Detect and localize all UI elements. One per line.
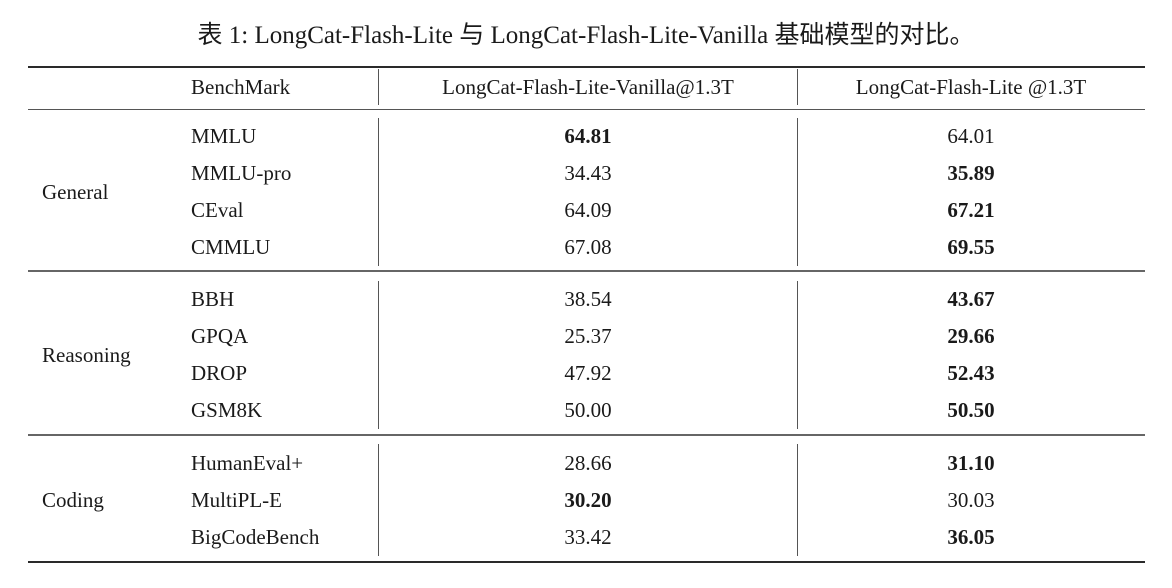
group-label-general: General xyxy=(42,180,109,204)
header-vanilla: LongCat-Flash-Lite-Vanilla@1.3T xyxy=(442,75,734,99)
benchmark-cell: BigCodeBench xyxy=(191,525,320,549)
lite-score: 69.55 xyxy=(947,235,995,259)
divider-1-coding xyxy=(378,444,379,556)
lite-score: 29.66 xyxy=(947,324,995,348)
lite-score: 35.89 xyxy=(947,161,995,185)
lite-score: 43.67 xyxy=(947,287,995,311)
header-divider-2 xyxy=(797,69,798,105)
top-rule xyxy=(28,66,1145,68)
group-rule-2 xyxy=(28,434,1145,436)
benchmark-cell: MultiPL-E xyxy=(191,488,283,512)
benchmark-cell: CEval xyxy=(191,198,244,222)
benchmark-cell: GPQA xyxy=(191,324,249,348)
lite-score: 36.05 xyxy=(947,525,995,549)
lite-score: 52.43 xyxy=(947,361,995,385)
vanilla-score: 38.54 xyxy=(564,287,612,311)
lite-score: 30.03 xyxy=(947,488,995,512)
table-caption: 表 1: LongCat-Flash-Lite 与 LongCat-Flash-… xyxy=(197,22,975,49)
lite-score: 31.10 xyxy=(947,451,995,475)
lite-score: 64.01 xyxy=(947,124,995,148)
vanilla-score: 25.37 xyxy=(564,324,612,348)
divider-1-general xyxy=(378,118,379,266)
vanilla-score: 67.08 xyxy=(564,235,612,259)
group-rule-1 xyxy=(28,270,1145,272)
vanilla-score: 28.66 xyxy=(564,451,612,475)
lite-score: 67.21 xyxy=(947,198,995,222)
group-label-coding: Coding xyxy=(42,488,104,512)
divider-2-reasoning xyxy=(797,281,798,429)
divider-2-coding xyxy=(797,444,798,556)
comparison-table: BenchMark LongCat-Flash-Lite-Vanilla@1.3… xyxy=(28,0,1145,588)
vanilla-score: 34.43 xyxy=(564,161,612,185)
vanilla-score: 50.00 xyxy=(564,398,612,422)
bottom-rule xyxy=(28,561,1145,563)
benchmark-cell: MMLU xyxy=(191,124,257,148)
header-rule xyxy=(28,109,1145,110)
header-divider-1 xyxy=(378,69,379,105)
vanilla-score: 33.42 xyxy=(564,525,612,549)
benchmark-cell: HumanEval+ xyxy=(191,451,304,475)
divider-2-general xyxy=(797,118,798,266)
header-lite: LongCat-Flash-Lite @1.3T xyxy=(855,75,1087,99)
lite-score: 50.50 xyxy=(947,398,995,422)
benchmark-cell: CMMLU xyxy=(191,235,271,259)
header-benchmark: BenchMark xyxy=(191,75,291,99)
vanilla-score: 47.92 xyxy=(564,361,612,385)
benchmark-cell: DROP xyxy=(191,361,248,385)
vanilla-score: 30.20 xyxy=(564,488,612,512)
benchmark-cell: BBH xyxy=(191,287,235,311)
vanilla-score: 64.81 xyxy=(564,124,612,148)
divider-1-reasoning xyxy=(378,281,379,429)
benchmark-cell: MMLU-pro xyxy=(191,161,292,185)
vanilla-score: 64.09 xyxy=(564,198,612,222)
benchmark-cell: GSM8K xyxy=(191,398,263,422)
group-label-reasoning: Reasoning xyxy=(42,343,131,367)
